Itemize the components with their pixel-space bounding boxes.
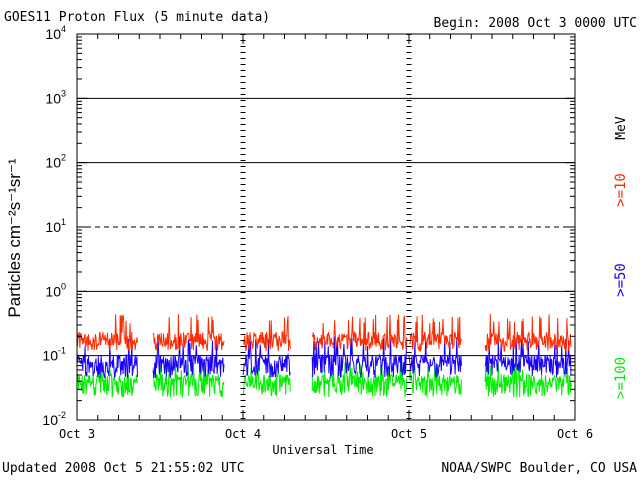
y-tick-label: 102 bbox=[45, 153, 66, 171]
y-tick-base: 10 bbox=[45, 90, 61, 106]
y-tick-exponent: 0 bbox=[61, 281, 66, 291]
y-tick-exponent: -2 bbox=[58, 410, 66, 420]
series-line bbox=[152, 361, 225, 398]
y-tick-base: 10 bbox=[45, 26, 61, 42]
chart-title: GOES11 Proton Flux (5 minute data) bbox=[4, 10, 271, 25]
x-tick-label: Oct 4 bbox=[225, 427, 261, 441]
credit: NOAA/SWPC Boulder, CO USA bbox=[441, 461, 637, 476]
y-tick-exponent: -1 bbox=[58, 346, 66, 356]
legend-entry: >=50 bbox=[613, 263, 629, 297]
series-line bbox=[311, 336, 408, 378]
x-tick-label: Oct 6 bbox=[557, 427, 593, 441]
legend: MeV >=10 >=50 >=100 bbox=[613, 116, 629, 399]
series-line bbox=[408, 314, 462, 352]
y-tick-exponent: 4 bbox=[61, 24, 66, 34]
series-line bbox=[152, 314, 225, 351]
series-line bbox=[242, 339, 291, 378]
series-line bbox=[242, 316, 291, 352]
begin-time: Begin: 2008 Oct 3 0000 UTC bbox=[433, 16, 638, 31]
y-axis-label: Particles cm⁻²s⁻¹sr⁻¹ bbox=[5, 158, 24, 317]
reference-lines bbox=[77, 97, 575, 357]
y-tick-exponent: 2 bbox=[61, 153, 66, 163]
series-group bbox=[76, 313, 572, 398]
y-tick-label: 101 bbox=[45, 217, 66, 235]
series-line bbox=[311, 314, 408, 351]
series-line bbox=[408, 337, 462, 378]
y-tick-label: 100 bbox=[45, 281, 66, 299]
y-tick-label: 10-1 bbox=[42, 346, 66, 364]
updated-time: Updated 2008 Oct 5 21:55:02 UTC bbox=[2, 461, 245, 476]
x-axis-label: Universal Time bbox=[272, 443, 373, 457]
y-tick-base: 10 bbox=[42, 412, 58, 428]
y-tick-exponent: 3 bbox=[61, 88, 66, 98]
y-tick-exponent: 1 bbox=[61, 217, 66, 227]
series-line bbox=[152, 336, 225, 379]
y-tick-base: 10 bbox=[45, 155, 61, 171]
series-line bbox=[484, 362, 572, 398]
y-tick-label: 104 bbox=[45, 24, 66, 42]
y-tick-label: 103 bbox=[45, 88, 66, 106]
axis-ticks bbox=[76, 34, 576, 421]
x-tick-label: Oct 5 bbox=[391, 427, 427, 441]
x-tick-labels: Oct 3 Oct 4 Oct 5 Oct 6 bbox=[59, 427, 593, 441]
y-tick-label: 10-2 bbox=[42, 410, 66, 428]
day-markers bbox=[240, 34, 412, 420]
legend-unit: MeV bbox=[614, 116, 629, 140]
series-line bbox=[76, 365, 138, 398]
y-tick-base: 10 bbox=[45, 219, 61, 235]
y-tick-base: 10 bbox=[45, 283, 61, 299]
series-line bbox=[76, 338, 138, 379]
series-line bbox=[76, 314, 138, 351]
legend-entry: >=10 bbox=[613, 173, 629, 207]
x-tick-label: Oct 3 bbox=[59, 427, 95, 441]
series-line bbox=[311, 362, 408, 398]
series-line bbox=[484, 313, 572, 352]
legend-entry: >=100 bbox=[613, 357, 629, 399]
y-tick-base: 10 bbox=[42, 348, 58, 364]
series-line bbox=[242, 363, 291, 397]
